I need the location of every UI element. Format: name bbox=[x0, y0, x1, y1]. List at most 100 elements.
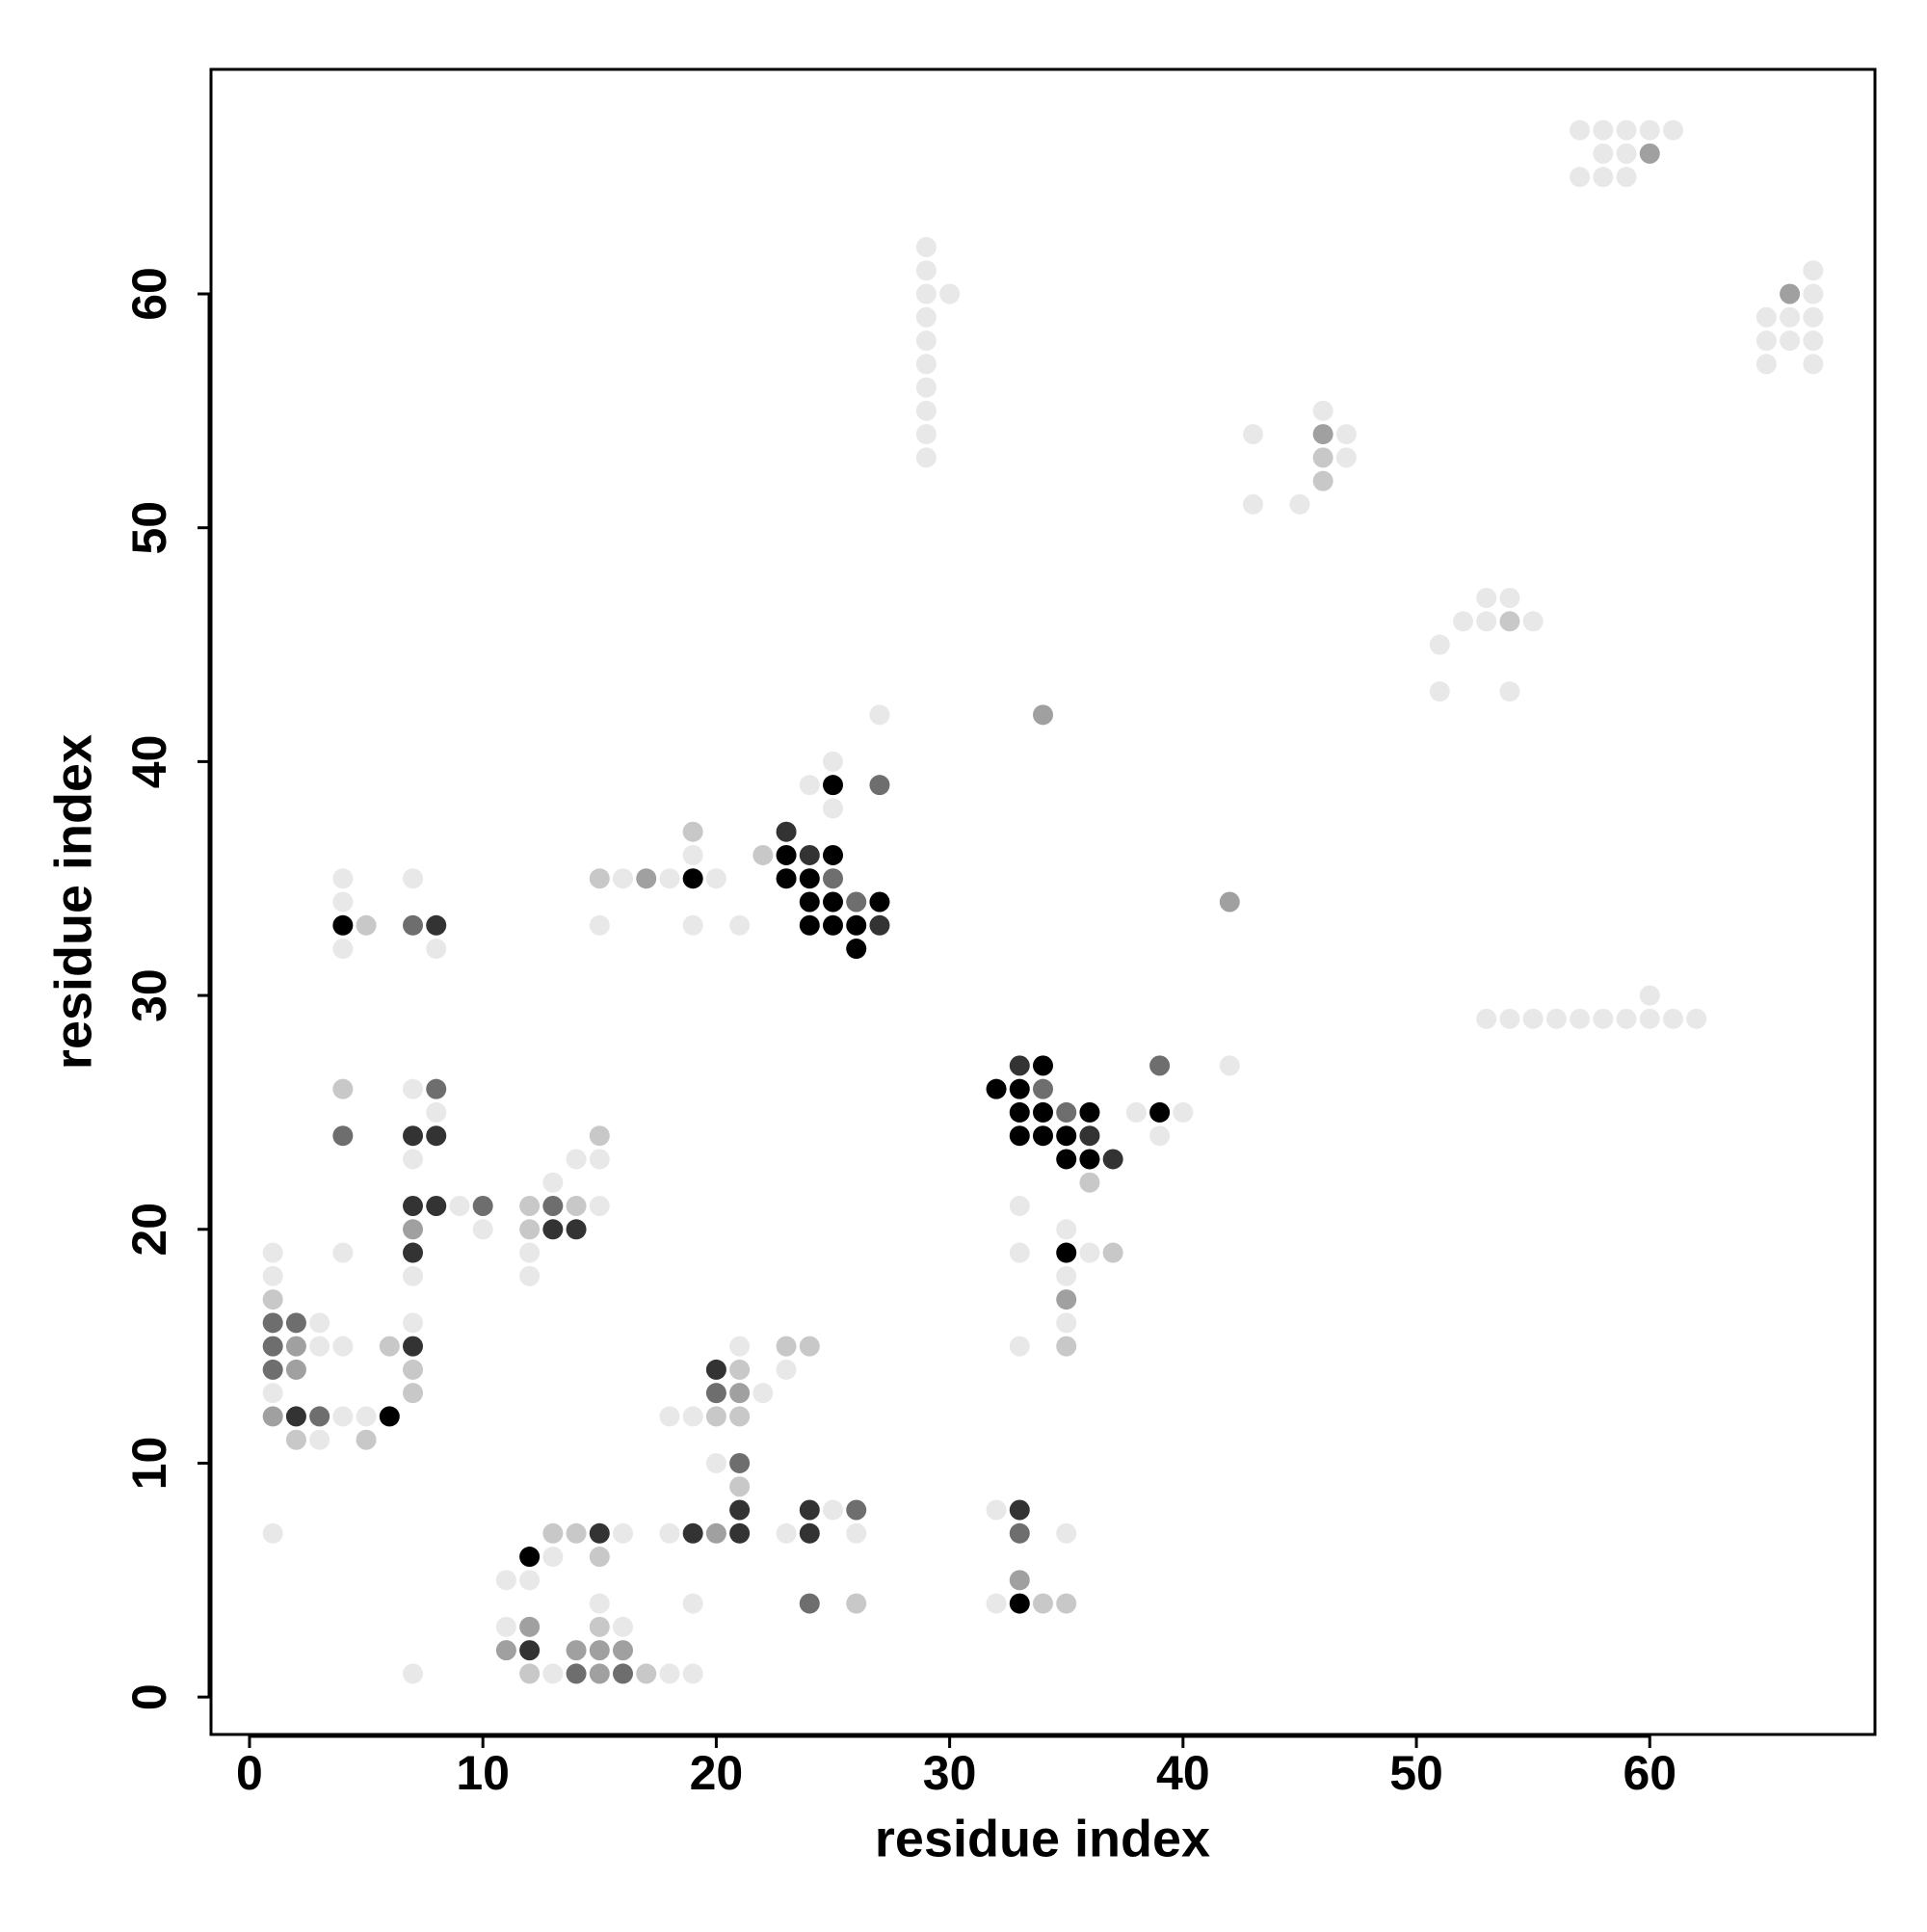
contact-point bbox=[705, 1359, 726, 1380]
contact-point bbox=[1803, 331, 1824, 352]
contact-point bbox=[1570, 119, 1591, 141]
contact-point bbox=[1009, 1055, 1030, 1076]
contact-point bbox=[403, 1242, 424, 1263]
contact-point bbox=[1803, 283, 1824, 304]
contact-point bbox=[986, 1078, 1007, 1099]
contact-point bbox=[823, 844, 844, 865]
contact-point bbox=[403, 1265, 424, 1286]
contact-point bbox=[1803, 306, 1824, 328]
contact-point bbox=[1570, 167, 1591, 188]
contact-point bbox=[799, 891, 820, 913]
y-tick-label: 60 bbox=[122, 267, 176, 321]
contact-point bbox=[1009, 1499, 1030, 1521]
contact-point bbox=[705, 1522, 726, 1544]
contact-point bbox=[542, 1663, 564, 1684]
contact-point bbox=[986, 1593, 1007, 1614]
contact-point bbox=[776, 844, 797, 865]
contact-point bbox=[682, 1663, 703, 1684]
y-axis-label: residue index bbox=[44, 734, 102, 1070]
contact-point bbox=[799, 1522, 820, 1544]
contact-point bbox=[729, 1499, 751, 1521]
contact-point bbox=[332, 1242, 354, 1263]
contact-point bbox=[659, 1663, 680, 1684]
contact-point bbox=[519, 1547, 541, 1568]
contact-point bbox=[1780, 331, 1801, 352]
contact-point bbox=[566, 1640, 587, 1661]
contact-point bbox=[519, 1242, 541, 1263]
contact-point bbox=[986, 1499, 1007, 1521]
contact-point bbox=[1056, 1522, 1077, 1544]
contact-point bbox=[613, 1522, 634, 1544]
contact-point bbox=[566, 1149, 587, 1170]
contact-point bbox=[682, 1522, 703, 1544]
contact-point bbox=[309, 1312, 330, 1334]
contact-point bbox=[1149, 1055, 1171, 1076]
x-tick-label: 0 bbox=[236, 1746, 263, 1800]
contact-point bbox=[1219, 891, 1240, 913]
plot-box bbox=[209, 67, 1877, 1736]
contact-point bbox=[799, 1336, 820, 1357]
contact-point bbox=[519, 1640, 541, 1661]
contact-point bbox=[799, 914, 820, 936]
contact-point bbox=[1056, 1336, 1077, 1357]
contact-point bbox=[403, 1359, 424, 1380]
contact-point bbox=[1009, 1336, 1030, 1357]
contact-point bbox=[1429, 634, 1450, 655]
contact-point bbox=[309, 1336, 330, 1357]
contact-point bbox=[776, 868, 797, 889]
contact-point bbox=[262, 1242, 283, 1263]
contact-point bbox=[1312, 447, 1333, 468]
contact-point bbox=[682, 868, 703, 889]
contact-point bbox=[846, 914, 867, 936]
contact-point bbox=[846, 939, 867, 960]
contact-point bbox=[1033, 1101, 1053, 1123]
contact-point bbox=[1662, 119, 1683, 141]
contact-point bbox=[262, 1359, 283, 1380]
contact-point bbox=[1009, 1522, 1030, 1544]
contact-point bbox=[495, 1616, 516, 1637]
contact-point bbox=[1009, 1242, 1030, 1263]
contact-point bbox=[1803, 260, 1824, 281]
contact-point bbox=[1545, 1008, 1567, 1029]
contact-point bbox=[846, 1593, 867, 1614]
contact-point bbox=[705, 1452, 726, 1473]
contact-point bbox=[589, 1616, 610, 1637]
contact-point bbox=[682, 844, 703, 865]
contact-point bbox=[1616, 1008, 1637, 1029]
y-tick-label: 40 bbox=[122, 735, 176, 789]
contact-point bbox=[589, 1149, 610, 1170]
contact-point bbox=[915, 447, 937, 468]
contact-point bbox=[519, 1570, 541, 1591]
contact-point bbox=[1662, 1008, 1683, 1029]
contact-point bbox=[636, 868, 657, 889]
contact-point bbox=[823, 798, 844, 819]
contact-point bbox=[403, 1125, 424, 1147]
contact-point bbox=[1616, 167, 1637, 188]
contact-point bbox=[1219, 1055, 1240, 1076]
x-tick-label: 30 bbox=[923, 1746, 977, 1800]
contact-point bbox=[776, 1359, 797, 1380]
contact-point bbox=[1173, 1101, 1194, 1123]
y-tick-label: 20 bbox=[122, 1203, 176, 1257]
contact-point bbox=[589, 1663, 610, 1684]
contact-point bbox=[566, 1522, 587, 1544]
contact-point bbox=[846, 1499, 867, 1521]
contact-point bbox=[309, 1406, 330, 1427]
contact-point bbox=[309, 1429, 330, 1450]
contact-point bbox=[1102, 1242, 1123, 1263]
contact-point bbox=[332, 1406, 354, 1427]
contact-point bbox=[799, 775, 820, 796]
contact-point bbox=[495, 1640, 516, 1661]
contact-point bbox=[729, 914, 751, 936]
contact-point bbox=[1476, 587, 1497, 608]
contact-point bbox=[1780, 306, 1801, 328]
contact-point bbox=[1803, 354, 1824, 375]
contact-point bbox=[729, 1336, 751, 1357]
contact-point bbox=[542, 1196, 564, 1217]
contact-point bbox=[519, 1663, 541, 1684]
contact-point bbox=[823, 891, 844, 913]
contact-point bbox=[403, 1312, 424, 1334]
contact-point bbox=[1079, 1149, 1100, 1170]
contact-point bbox=[1033, 1125, 1053, 1147]
